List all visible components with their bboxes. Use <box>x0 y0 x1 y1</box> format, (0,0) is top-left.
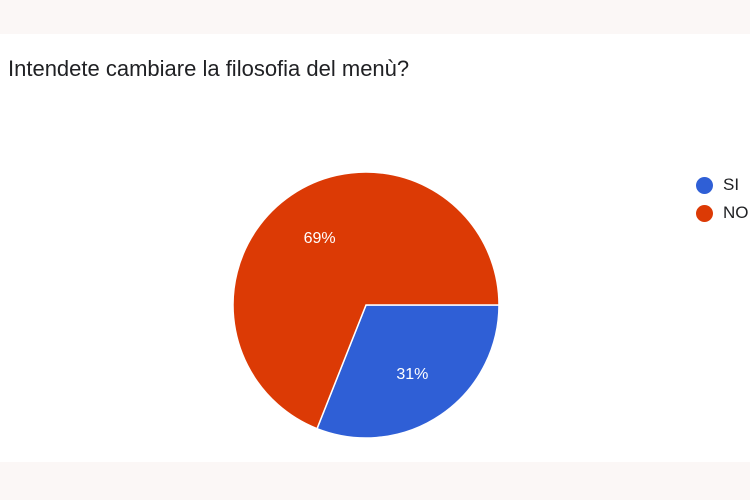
pie-slice-si <box>316 304 500 439</box>
chart-title: Intendete cambiare la filosofia del menù… <box>8 56 410 81</box>
legend-label-si: SI <box>723 175 740 194</box>
legend-swatch-si <box>696 176 713 194</box>
slice-label-si: 31% <box>396 366 428 383</box>
legend: SI NO <box>696 171 749 227</box>
bottom-band <box>0 462 750 500</box>
legend-item-si: SI <box>696 171 749 199</box>
top-band <box>0 0 750 34</box>
legend-label-no: NO <box>723 203 749 222</box>
slice-label-no: 69% <box>304 230 336 247</box>
legend-swatch-no <box>696 204 713 222</box>
legend-item-no: NO <box>696 199 749 227</box>
pie-slice-no <box>232 171 500 430</box>
